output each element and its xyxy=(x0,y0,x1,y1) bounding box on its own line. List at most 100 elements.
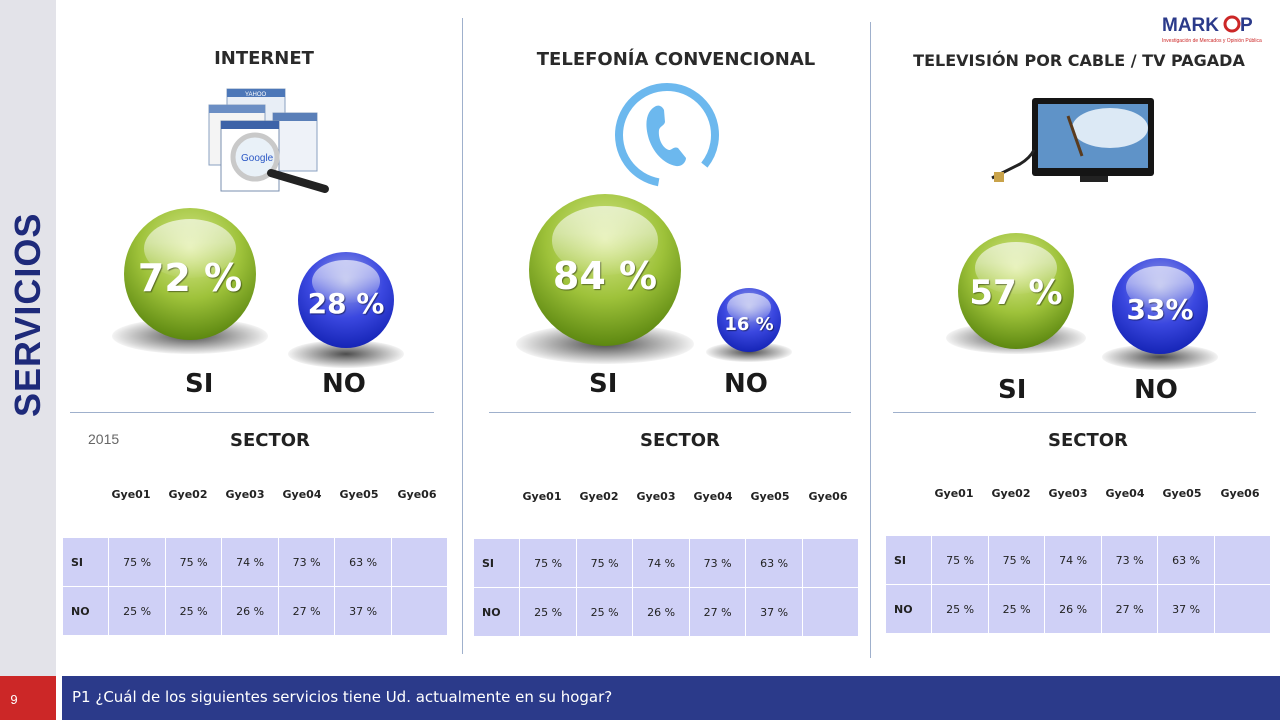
table-cell: 73 % xyxy=(688,538,747,588)
column-header: Gye02 xyxy=(991,487,1031,500)
no-label: NO xyxy=(724,369,768,399)
sector-label: SECTOR xyxy=(1048,430,1128,451)
table-cell: 27 % xyxy=(688,587,747,637)
table-cell: 25 % xyxy=(108,586,166,636)
yes-label: SI xyxy=(185,369,214,399)
column-header: Gye06 xyxy=(397,488,437,501)
table-row: SI 75 % 75 % 74 % 73 % 63 % xyxy=(472,538,860,588)
table-cell xyxy=(390,586,449,636)
column-header: Gye03 xyxy=(1048,487,1088,500)
panel-title-telefonia: TELEFONÍA CONVENCIONAL xyxy=(536,49,816,70)
no-percentage: 28 % xyxy=(307,287,385,320)
no-label: NO xyxy=(322,369,366,399)
yes-bubble: 57 % xyxy=(958,233,1074,349)
row-label: SI xyxy=(61,537,110,587)
table-row: SI 75 % 75 % 74 % 73 % 63 % xyxy=(61,537,449,587)
no-percentage: 33% xyxy=(1126,293,1194,326)
yes-bubble: 72 % xyxy=(124,208,256,340)
column-header: Gye05 xyxy=(750,490,790,503)
table-cell xyxy=(1213,584,1272,634)
table-cell: 63 % xyxy=(1157,535,1215,585)
table-cell: 27 % xyxy=(1100,584,1159,634)
table-cell: 63 % xyxy=(334,537,392,587)
table-cell: 26 % xyxy=(221,586,279,636)
divider xyxy=(870,22,871,658)
column-header: Gye02 xyxy=(579,490,619,503)
side-title: SERVICIOS xyxy=(7,212,48,417)
page-number: 9 xyxy=(10,692,18,707)
sector-table: SI 75 % 75 % 74 % 73 % 63 % NO 25 % 25 %… xyxy=(884,535,1272,634)
table-cell: 37 % xyxy=(745,587,803,637)
table-cell: 25 % xyxy=(164,586,223,636)
no-bubble: 33% xyxy=(1112,258,1208,354)
table-cell: 75 % xyxy=(931,535,989,585)
yes-percentage: 72 % xyxy=(137,256,243,300)
svg-text:MARK: MARK xyxy=(1162,15,1219,36)
table-cell: 74 % xyxy=(221,537,279,587)
survey-question: P1 ¿Cuál de los siguientes servicios tie… xyxy=(72,688,613,706)
column-header: Gye06 xyxy=(1220,487,1260,500)
column-header: Gye01 xyxy=(934,487,974,500)
panel-title-television: TELEVISIÓN POR CABLE / TV PAGADA xyxy=(913,51,1245,70)
table-cell: 25 % xyxy=(519,587,577,637)
column-header: Gye04 xyxy=(1105,487,1145,500)
row-label: NO xyxy=(884,584,933,634)
table-row: NO 25 % 25 % 26 % 27 % 37 % xyxy=(61,586,449,636)
table-cell: 63 % xyxy=(745,538,803,588)
table-cell: 25 % xyxy=(987,584,1046,634)
sector-label: SECTOR xyxy=(230,430,310,451)
column-header: Gye05 xyxy=(1162,487,1202,500)
table-row: NO 25 % 25 % 26 % 27 % 37 % xyxy=(472,587,860,637)
sector-table: SI 75 % 75 % 74 % 73 % 63 % NO 25 % 25 %… xyxy=(472,538,860,637)
divider xyxy=(70,412,434,413)
divider xyxy=(489,412,851,413)
left-sidebar xyxy=(0,0,56,676)
yes-label: SI xyxy=(589,369,618,399)
svg-text:Google: Google xyxy=(241,153,274,164)
internet-browser-magnifier-icon: YAHOO Google xyxy=(208,88,329,193)
table-cell: 75 % xyxy=(164,537,223,587)
table-cell: 25 % xyxy=(931,584,989,634)
table-cell xyxy=(1213,535,1272,585)
phone-handset-icon xyxy=(615,83,719,187)
yes-bubble: 84 % xyxy=(529,194,681,346)
table-cell: 73 % xyxy=(277,537,336,587)
svg-text:P: P xyxy=(1240,15,1253,36)
table-cell xyxy=(390,537,449,587)
sector-label: SECTOR xyxy=(640,430,720,451)
table-cell xyxy=(801,538,860,588)
column-header: Gye05 xyxy=(339,488,379,501)
divider xyxy=(893,412,1256,413)
column-header: Gye01 xyxy=(111,488,151,501)
bubble-shadow xyxy=(706,342,792,362)
panel-title-internet: INTERNET xyxy=(214,48,314,69)
table-cell: 75 % xyxy=(519,538,577,588)
row-label: NO xyxy=(472,587,521,637)
svg-text:YAHOO: YAHOO xyxy=(245,92,267,98)
yes-percentage: 57 % xyxy=(969,273,1063,313)
no-label: NO xyxy=(1134,375,1178,405)
table-cell: 75 % xyxy=(108,537,166,587)
table-cell xyxy=(801,587,860,637)
column-header: Gye03 xyxy=(225,488,265,501)
column-header: Gye04 xyxy=(282,488,322,501)
column-header: Gye01 xyxy=(522,490,562,503)
table-cell: 75 % xyxy=(987,535,1046,585)
table-row: NO 25 % 25 % 26 % 27 % 37 % xyxy=(884,584,1272,634)
television-cable-icon xyxy=(991,98,1154,182)
table-row: SI 75 % 75 % 74 % 73 % 63 % xyxy=(884,535,1272,585)
year-label: 2015 xyxy=(88,431,120,447)
markop-logo: MARK P Investigación de Mercados y Opini… xyxy=(1160,12,1270,46)
row-label: NO xyxy=(61,586,110,636)
svg-text:Investigación de Mercados y Op: Investigación de Mercados y Opinión Públ… xyxy=(1162,38,1262,44)
table-cell: 75 % xyxy=(575,538,634,588)
yes-label: SI xyxy=(998,375,1027,405)
column-header: Gye06 xyxy=(808,490,848,503)
table-cell: 27 % xyxy=(277,586,336,636)
column-header: Gye03 xyxy=(636,490,676,503)
column-header: Gye02 xyxy=(168,488,208,501)
no-percentage: 16 % xyxy=(724,314,774,335)
row-label: SI xyxy=(472,538,521,588)
no-bubble: 28 % xyxy=(298,252,394,348)
yes-percentage: 84 % xyxy=(552,254,658,298)
